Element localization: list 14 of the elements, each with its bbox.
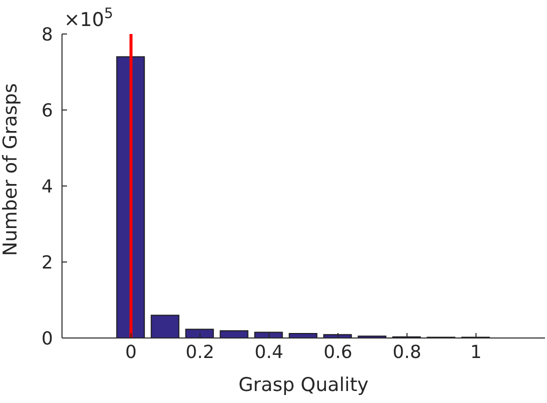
y-axis-title: Number of Grasps [0, 83, 22, 256]
x-tick-label: 0.8 [392, 342, 422, 363]
y-tick-label: 0 [42, 328, 53, 350]
text: ×10$^{5}$ [64, 6, 114, 31]
y-tick-label: 2 [42, 252, 53, 274]
x-tick-label: 0.4 [254, 342, 284, 363]
x-tick-label: 0 [125, 342, 137, 363]
y-tick-label: 6 [42, 100, 53, 122]
x-tick-label: 0.2 [186, 342, 214, 363]
x-tick-label: 1 [470, 342, 482, 363]
y-tick-label: 4 [42, 176, 53, 198]
x-tick-label: 0.6 [324, 342, 352, 363]
x-axis-title: Grasp Quality [238, 374, 369, 396]
y-tick-label: 8 [42, 24, 53, 46]
